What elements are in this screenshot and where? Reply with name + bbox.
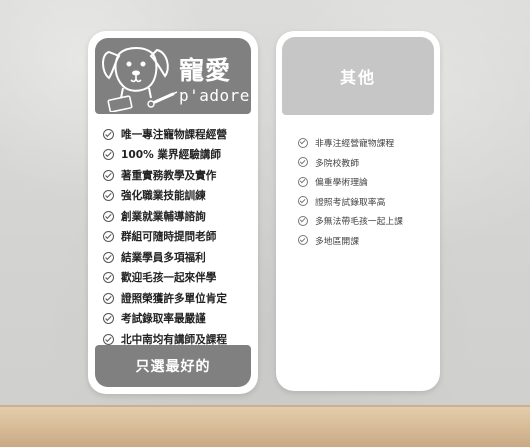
feature-list: 唯一專注寵物課程經營 100% 業界經驗講師 著重實務教學及實作 強化職業技能訓… xyxy=(103,124,227,350)
check-circle-icon xyxy=(103,190,114,202)
list-item: 強化職業技能訓練 xyxy=(103,186,227,207)
list-item: 群組可隨時提問老師 xyxy=(103,227,227,248)
check-circle-icon xyxy=(298,235,308,246)
check-circle-icon xyxy=(103,292,114,304)
other-item-label: 證照考試錄取率高 xyxy=(315,197,386,208)
wood-floor xyxy=(0,405,530,447)
feature-label: 歡迎毛孩一起來伴學 xyxy=(121,272,217,285)
list-item: 創業就業輔導諮詢 xyxy=(103,206,227,227)
list-item: 北中南均有講師及課程 xyxy=(103,329,227,350)
footer-banner: 只選最好的 xyxy=(95,345,251,387)
other-item-label: 多院校教師 xyxy=(315,158,359,169)
check-circle-icon xyxy=(103,251,114,263)
other-item-label: 多無法帶毛孩一起上課 xyxy=(315,217,403,228)
check-circle-icon xyxy=(298,196,308,207)
padore-card: 寵愛 p'adore 唯一專注寵物課程經營 100% 業界經驗講師 著重實務教學… xyxy=(88,31,258,394)
list-item: 非專注經營寵物課程 xyxy=(298,133,403,153)
check-circle-icon xyxy=(298,157,308,168)
feature-label: 證照榮獲許多單位肯定 xyxy=(121,292,227,305)
other-title: 其他 xyxy=(339,68,376,87)
list-item: 結業學員多項福利 xyxy=(103,247,227,268)
feature-label: 北中南均有講師及課程 xyxy=(121,333,227,346)
footer-slogan: 只選最好的 xyxy=(135,359,211,375)
feature-label: 結業學員多項福利 xyxy=(121,251,206,264)
feature-label: 著重實務教學及實作 xyxy=(121,169,217,182)
check-circle-icon xyxy=(103,210,114,222)
wall-background xyxy=(0,0,530,405)
check-circle-icon xyxy=(103,333,114,345)
list-item: 著重實務教學及實作 xyxy=(103,165,227,186)
feature-label: 群組可隨時提問老師 xyxy=(121,231,217,244)
list-item: 100% 業界經驗講師 xyxy=(103,145,227,166)
list-item: 多地區開課 xyxy=(298,231,403,251)
brand-name-zh: 寵愛 xyxy=(179,56,232,85)
check-circle-icon xyxy=(298,137,308,148)
check-circle-icon xyxy=(103,149,114,161)
list-item: 證照榮獲許多單位肯定 xyxy=(103,288,227,309)
feature-label: 100% 業界經驗講師 xyxy=(121,149,221,162)
list-item: 多無法帶毛孩一起上課 xyxy=(298,211,403,231)
check-circle-icon xyxy=(103,272,114,284)
list-item: 多院校教師 xyxy=(298,153,403,173)
other-item-label: 非專注經營寵物課程 xyxy=(315,139,395,150)
check-circle-icon xyxy=(298,215,308,226)
feature-label: 唯一專注寵物課程經營 xyxy=(121,128,227,141)
check-circle-icon xyxy=(103,169,114,181)
feature-label: 創業就業輔導諮詢 xyxy=(121,210,206,223)
list-item: 考試錄取率最嚴謹 xyxy=(103,309,227,330)
list-item: 歡迎毛孩一起來伴學 xyxy=(103,268,227,289)
other-item-label: 偏重學術理論 xyxy=(315,178,368,189)
check-circle-icon xyxy=(298,176,308,187)
brand-name-en: p'adore xyxy=(179,86,250,105)
other-item-label: 多地區開課 xyxy=(315,236,359,247)
list-item: 唯一專注寵物課程經營 xyxy=(103,124,227,145)
feature-label: 考試錄取率最嚴謹 xyxy=(121,313,206,326)
dog-logo-icon xyxy=(102,47,178,112)
list-item: 證照考試錄取率高 xyxy=(298,192,403,212)
list-item: 偏重學術理論 xyxy=(298,172,403,192)
other-card: 其他 非專注經營寵物課程 多院校教師 偏重學術理論 證照考試錄取率高 多無法帶毛… xyxy=(276,31,440,391)
check-circle-icon xyxy=(103,231,114,243)
check-circle-icon xyxy=(103,313,114,325)
other-list: 非專注經營寵物課程 多院校教師 偏重學術理論 證照考試錄取率高 多無法帶毛孩一起… xyxy=(298,133,403,250)
other-header: 其他 xyxy=(282,37,434,115)
check-circle-icon xyxy=(103,128,114,140)
feature-label: 強化職業技能訓練 xyxy=(121,190,206,203)
logo-panel: 寵愛 p'adore xyxy=(95,38,251,114)
